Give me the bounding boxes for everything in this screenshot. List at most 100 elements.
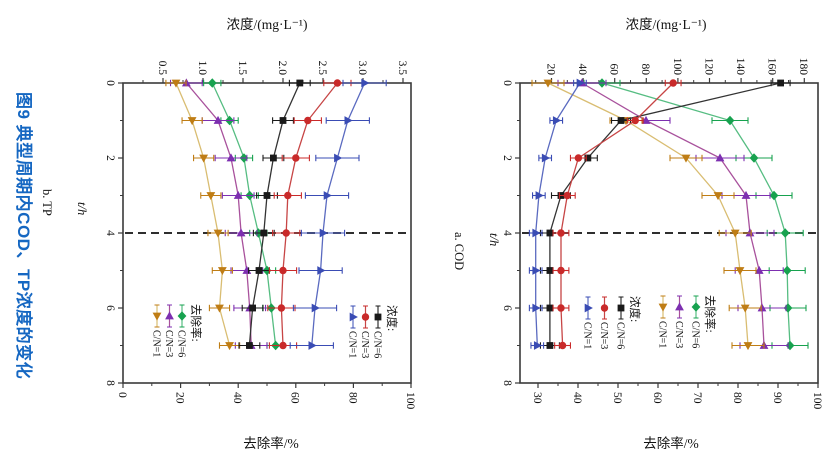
series-removal-cn6-marker <box>725 115 735 126</box>
legend-entry-label: C/N=6 <box>175 330 186 357</box>
series-removal-cn3-marker <box>236 228 246 237</box>
series-conc-cn1-marker <box>576 78 585 88</box>
series-removal-cn1-marker <box>213 229 223 238</box>
series-conc-cn3-marker <box>279 266 287 275</box>
time-tick-label: 8 <box>104 380 116 386</box>
removal-tick-label: 30 <box>531 392 543 404</box>
removal-tick-label: 0 <box>116 392 128 398</box>
series-conc-cn3-marker <box>557 266 565 275</box>
removal-tick-label: 40 <box>231 392 243 404</box>
tp-time-axis-label: t/h <box>75 202 89 216</box>
time-tick-label: 4 <box>501 230 513 236</box>
series-conc-cn6-marker <box>279 117 287 124</box>
series-conc-cn3-marker <box>558 341 567 350</box>
removal-tick-label: 80 <box>731 392 743 404</box>
series-conc-cn6-marker <box>546 267 554 274</box>
legend-entry-label: C/N=3 <box>163 330 174 357</box>
series-conc-cn6-marker <box>260 229 268 237</box>
series-removal-cn1 <box>165 79 241 351</box>
conc-tick-label: 60 <box>608 64 620 76</box>
series-removal-cn3-marker <box>754 265 764 274</box>
conc-tick-label: 120 <box>702 58 714 76</box>
series-removal-cn3-line <box>185 82 252 346</box>
series-conc-cn6-line <box>248 82 301 346</box>
legend-entry-label: C/N=1 <box>656 321 667 348</box>
series-conc-cn3-marker <box>557 229 565 237</box>
series-conc-cn3-marker <box>277 304 286 312</box>
series-removal-cn1-marker <box>225 342 234 351</box>
series-conc-cn6-marker <box>584 154 592 162</box>
conc-tick-label: 20 <box>544 64 556 76</box>
conc-tick-label: 140 <box>734 58 746 76</box>
series-removal-cn1-marker <box>713 192 723 201</box>
series-removal-cn3-marker <box>641 115 651 124</box>
series-conc-cn1-marker <box>532 228 541 238</box>
time-tick-label: 4 <box>104 230 116 236</box>
cod-removal-axis-title: 去除率/% <box>643 436 699 451</box>
removal-tick-label: 80 <box>346 392 358 404</box>
removal-tick-label: 60 <box>289 392 301 404</box>
legend-marker-triangle-right <box>349 312 358 322</box>
series-removal-cn3-marker <box>741 190 751 199</box>
series-conc-cn3-marker <box>669 79 677 87</box>
time-tick-label: 0 <box>104 80 116 86</box>
legend-marker-triangle-down <box>152 312 162 321</box>
series-removal-cn1-marker <box>735 267 745 276</box>
series-removal-cn6-marker <box>782 265 792 276</box>
legend-title: 去除率: <box>189 304 203 342</box>
series-removal-cn1-marker <box>730 229 740 238</box>
series-conc-cn3-marker <box>282 229 290 237</box>
removal-tick-label: 100 <box>404 392 416 410</box>
conc-tick-label: 80 <box>639 64 651 76</box>
tp-concentration-axis-title: 浓度/(mg·L⁻¹) <box>226 17 308 32</box>
conc-tick-label: 2.0 <box>276 61 288 76</box>
series-removal-cn1-marker <box>187 117 197 126</box>
series-conc-cn3-marker <box>284 191 292 200</box>
series-removal-cn6-line <box>601 82 791 346</box>
series-conc-cn6-marker <box>546 342 554 349</box>
series-conc-cn1-marker <box>317 266 326 275</box>
time-tick-label: 2 <box>501 155 513 161</box>
legend-entry-label: C/N=3 <box>359 331 370 358</box>
series-conc-cn6-marker <box>249 304 256 312</box>
tp-legend-concentration: C/N=1 C/N=3 C/N=6浓度: <box>346 305 398 358</box>
legend-entry-label: C/N=1 <box>346 331 357 358</box>
series-conc-cn6-marker <box>263 192 271 199</box>
conc-tick-label: 2.5 <box>316 61 328 76</box>
series-conc-cn3-marker <box>574 154 583 162</box>
series-removal-cn1-marker <box>171 79 181 88</box>
series-conc-cn1-marker <box>361 78 370 88</box>
series-conc-cn6-marker <box>546 304 554 312</box>
series-removal-cn3-marker <box>757 303 767 312</box>
conc-tick-label: 3.5 <box>396 61 408 76</box>
series-removal-cn3-marker <box>715 153 725 162</box>
cod-concentration-axis-title: 浓度/(mg·L⁻¹) <box>625 17 707 32</box>
series-conc-cn3 <box>267 79 352 350</box>
series-conc-cn6-marker <box>246 342 253 349</box>
series-removal-cn1-marker <box>199 154 209 163</box>
legend-marker-triangle-right <box>584 303 593 313</box>
series-conc-cn1-marker <box>319 228 328 238</box>
legend-marker-triangle-up <box>675 302 684 311</box>
series-removal-cn1-marker <box>217 267 227 276</box>
legend-marker-diamond <box>691 302 701 312</box>
removal-tick-label: 20 <box>173 392 185 404</box>
legend-marker-square <box>374 313 382 321</box>
series-removal-cn1-marker <box>740 304 750 313</box>
series-conc-cn1-marker <box>541 153 551 163</box>
series-removal-cn1-marker <box>215 304 224 313</box>
series-removal-cn1-marker <box>743 342 753 351</box>
series-conc-cn1-marker <box>308 341 317 350</box>
legend-marker-circle <box>600 304 609 312</box>
conc-tick-label: 1.0 <box>196 61 208 76</box>
series-conc-cn6-marker <box>617 117 625 124</box>
series-removal-cn1-line <box>547 82 749 346</box>
conc-tick-label: 40 <box>576 64 588 76</box>
series-removal-cn3-marker <box>745 228 755 237</box>
series-conc-cn1 <box>528 78 587 350</box>
series-conc-cn3 <box>552 79 682 350</box>
series-conc-cn6-marker <box>777 79 784 87</box>
